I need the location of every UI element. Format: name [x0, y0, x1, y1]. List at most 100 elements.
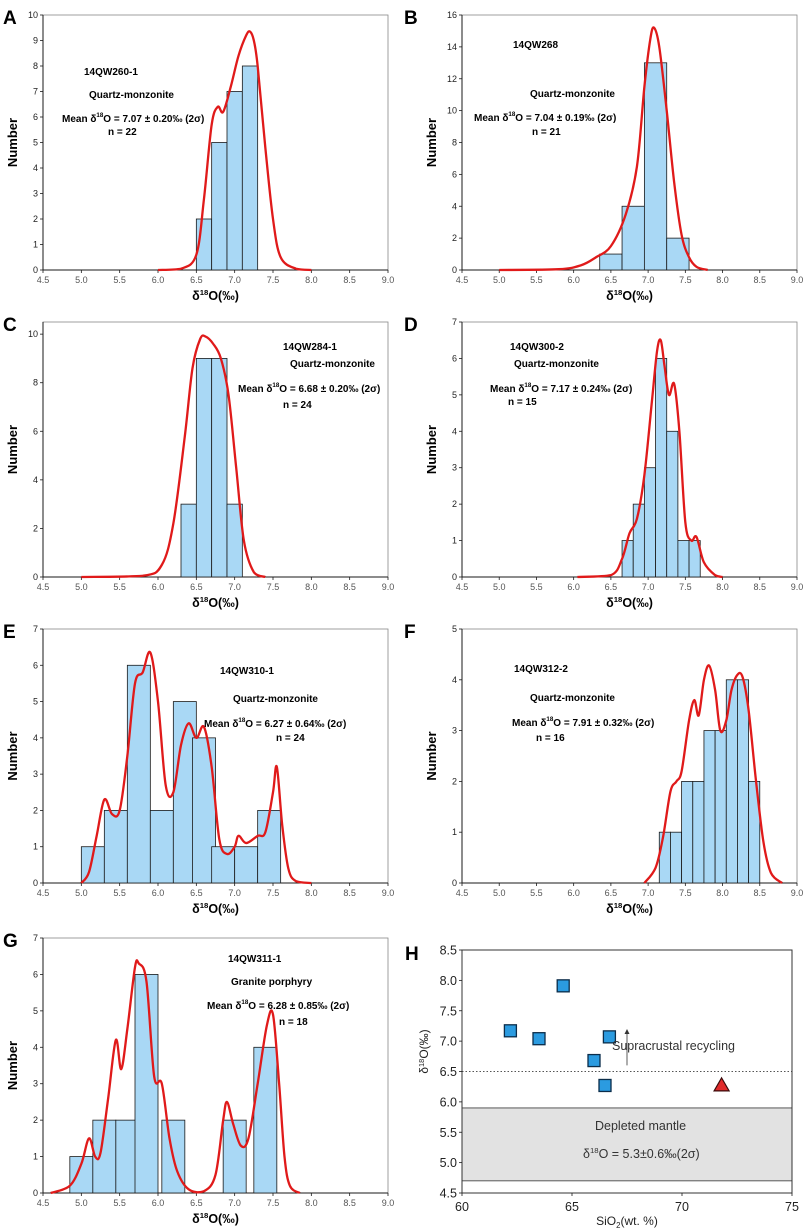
- x-axis-title: δ18O(‰): [606, 595, 653, 610]
- x-tick-label: 7.5: [679, 888, 692, 898]
- x-tick-label: 7.0: [228, 275, 241, 285]
- x-tick-label: 6.5: [190, 888, 203, 898]
- x-tick-label: 9.0: [791, 275, 804, 285]
- y-tick-label: 2: [452, 499, 457, 509]
- y-tick-label: 6: [33, 112, 38, 122]
- y-tick-label: 5: [33, 138, 38, 148]
- y-tick-label: 8.5: [440, 944, 457, 958]
- y-tick-label: 3: [33, 769, 38, 779]
- plot-frame: [461, 321, 798, 578]
- y-tick-label: 2: [33, 523, 38, 533]
- annotation-text: Quartz-monzonite: [514, 359, 599, 370]
- x-tick-label: 6.5: [190, 275, 203, 285]
- y-tick-label: 10: [28, 10, 38, 20]
- histogram-bar: [748, 781, 761, 884]
- x-tick-label: 6.5: [605, 888, 618, 898]
- histogram-bar: [222, 1119, 247, 1194]
- annotation-text: n = 21: [532, 127, 561, 138]
- y-axis-title: Number: [5, 118, 20, 167]
- x-tick-label: 8.0: [305, 275, 318, 285]
- x-tick-label: 8.5: [343, 275, 356, 285]
- histogram-bar: [643, 62, 668, 271]
- panel-g: G 0 1 2 3 4 5 6 7 4.5 5.0 5.5 6.0 6.5 7.0 7.5 8.0 8.5 9.0 δ…: [3, 931, 394, 1226]
- y-tick-label: 2: [33, 805, 38, 815]
- y-tick-label: 1: [33, 1152, 38, 1162]
- x-tick-label: 6.5: [605, 582, 618, 592]
- x-tick-label: 8.5: [343, 582, 356, 592]
- annotation-text: Granite porphyry: [231, 977, 313, 988]
- y-tick-label: 3: [452, 726, 457, 736]
- y-tick-label: 6.0: [440, 1095, 457, 1109]
- y-tick-label: 8: [33, 61, 38, 71]
- y-tick-label: 5: [33, 1006, 38, 1016]
- y-tick-label: 6: [452, 353, 457, 363]
- data-point-square: [532, 1032, 546, 1046]
- data-point-square: [556, 979, 570, 993]
- panel-c: C 0 2 4 6 8 10 4.5 5.0 5.5 6.0 6.5 7.0 7.5 8.0 8.5 9.0 δ1…: [3, 315, 394, 610]
- y-tick-label: 4: [33, 1042, 38, 1052]
- x-tick-label: 4.5: [456, 888, 469, 898]
- x-tick-label: 5.0: [493, 582, 506, 592]
- y-tick-label: 4: [33, 475, 38, 485]
- y-tick-label: 10: [28, 329, 38, 339]
- y-tick-label: 8: [33, 378, 38, 388]
- y-tick-label: 5: [452, 624, 457, 634]
- histogram-bar: [655, 358, 668, 578]
- density-curve: [643, 664, 783, 884]
- y-tick-label: 0: [452, 878, 457, 888]
- annotation-text: n = 18: [279, 1017, 308, 1028]
- histogram-bar: [103, 810, 128, 884]
- y-tick-label: 5.0: [440, 1156, 457, 1170]
- x-tick-label: 5.5: [113, 275, 126, 285]
- y-axis-title: Number: [424, 731, 439, 780]
- y-tick-label: 8: [452, 138, 457, 148]
- histogram-bar: [211, 142, 228, 271]
- data-point-square: [587, 1053, 601, 1068]
- x-tick-label: 7.0: [642, 888, 655, 898]
- x-tick-label: 6.0: [152, 275, 165, 285]
- x-tick-label: 6.0: [152, 1198, 165, 1208]
- annotation-text: n = 24: [283, 400, 312, 411]
- x-tick-label: 7.0: [228, 582, 241, 592]
- data-point-triangle: [713, 1076, 731, 1092]
- y-tick-label: 0: [33, 1188, 38, 1198]
- x-tick-label: 4.5: [37, 888, 50, 898]
- x-tick-label: 8.5: [343, 1198, 356, 1208]
- x-tick-label: 9.0: [791, 582, 804, 592]
- x-tick-label: 6.5: [605, 275, 618, 285]
- annotation-text: Quartz-monzonite: [89, 90, 174, 101]
- x-tick-label: 5.5: [530, 275, 543, 285]
- y-tick-label: 10: [447, 106, 457, 116]
- x-tick-label: 6.0: [152, 582, 165, 592]
- histogram-bar: [658, 831, 671, 884]
- y-axis-title: Number: [5, 731, 20, 780]
- x-axis-title: δ18O(‰): [606, 901, 653, 916]
- y-tick-label: 8.0: [440, 974, 457, 988]
- x-tick-label: 8.0: [305, 888, 318, 898]
- annotation-text: n = 24: [276, 733, 305, 744]
- panel-letter: F: [404, 622, 416, 643]
- annotation-text: Mean δ18O = 7.91 ± 0.32‰ (2σ): [512, 716, 654, 729]
- x-tick-label: 5.0: [493, 275, 506, 285]
- histogram-bar: [666, 430, 679, 578]
- y-tick-label: 1: [452, 536, 457, 546]
- y-tick-label: 0: [33, 878, 38, 888]
- annotation-text: Depleted mantle: [595, 1119, 686, 1133]
- panel-a: A 0 1 2 3 4 5 6 7 8 9 10 4.5 5.0 5.5 6.0 6.5 7.0 7.5 8.0 8.5…: [3, 8, 394, 303]
- y-tick-label: 14: [447, 42, 457, 52]
- y-tick-label: 0: [33, 572, 38, 582]
- x-tick-label: 8.0: [716, 582, 729, 592]
- y-tick-label: 0: [452, 265, 457, 275]
- depleted-mantle-band: [461, 1107, 793, 1182]
- y-tick-label: 2: [33, 214, 38, 224]
- annotation-text: n = 16: [536, 733, 565, 744]
- x-tick-label: 75: [785, 1200, 799, 1214]
- annotation-text: n = 15: [508, 397, 537, 408]
- x-tick-label: 8.0: [305, 582, 318, 592]
- x-tick-label: 7.0: [228, 1198, 241, 1208]
- panel-letter: C: [3, 315, 17, 336]
- x-tick-label: 5.5: [113, 888, 126, 898]
- x-tick-label: 4.5: [456, 275, 469, 285]
- histogram-bar: [149, 810, 174, 884]
- y-tick-label: 9: [33, 36, 38, 46]
